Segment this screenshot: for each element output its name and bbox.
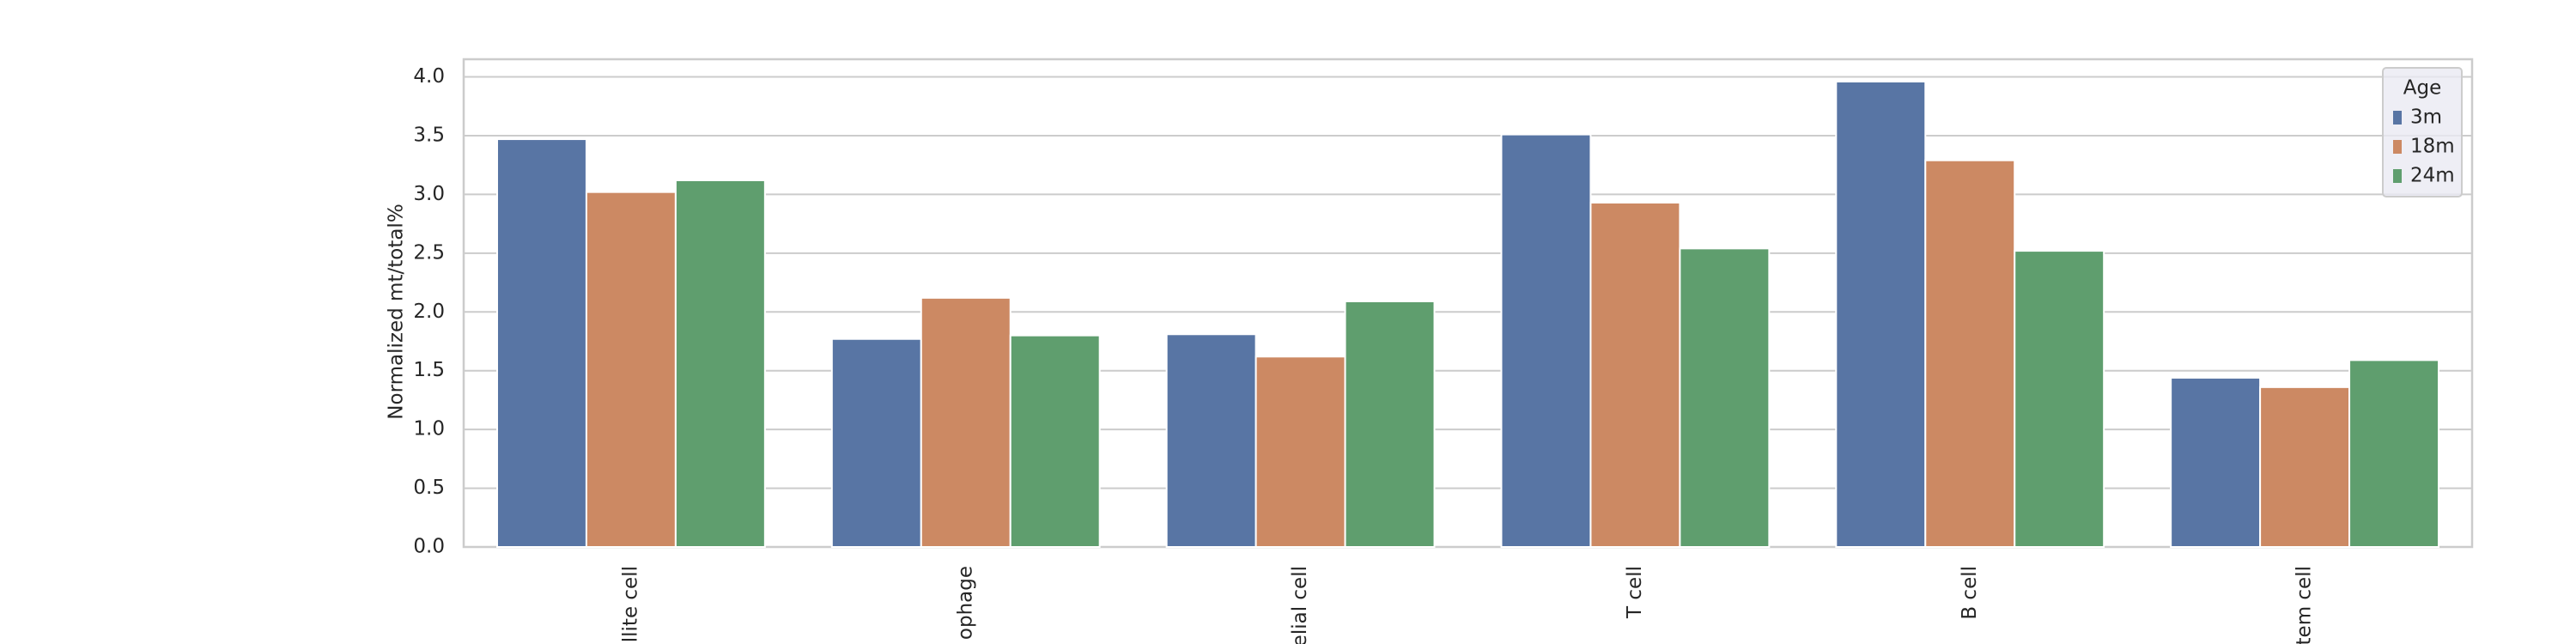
bar bbox=[1255, 355, 1346, 548]
x-tick-label: ophage bbox=[954, 566, 976, 640]
y-tick-label: 2.0 bbox=[413, 301, 445, 323]
bar bbox=[1165, 333, 1257, 548]
bar bbox=[920, 296, 1012, 548]
y-tick-label: 3.0 bbox=[413, 183, 445, 205]
x-tick-label: T cell bbox=[1624, 566, 1646, 619]
legend-box bbox=[2382, 67, 2463, 197]
x-tick-label: B cell bbox=[1959, 566, 1981, 620]
bar bbox=[1679, 247, 1771, 548]
plot-area bbox=[462, 58, 2474, 549]
bar bbox=[585, 191, 677, 548]
y-tick-label: 1.0 bbox=[413, 418, 445, 440]
bar bbox=[1500, 133, 1592, 548]
bar bbox=[2014, 250, 2105, 548]
legend-title: Age bbox=[2403, 77, 2441, 100]
y-tick-label: 2.5 bbox=[413, 241, 445, 264]
y-tick-label: 0.5 bbox=[413, 477, 445, 499]
x-tick-label: llite cell bbox=[619, 566, 641, 642]
bar bbox=[830, 337, 922, 548]
bar bbox=[1344, 300, 1436, 548]
y-tick-label: 0.0 bbox=[413, 536, 445, 558]
legend-label: 18m bbox=[2410, 136, 2455, 158]
bar bbox=[2170, 376, 2262, 549]
y-tick-label: 3.5 bbox=[413, 124, 445, 146]
legend-swatch bbox=[2393, 140, 2402, 154]
bar bbox=[1835, 81, 1927, 548]
legend-swatch bbox=[2393, 111, 2402, 125]
bar bbox=[1589, 201, 1681, 549]
x-tick-label: elial cell bbox=[1289, 566, 1311, 644]
y-tick-label: 4.0 bbox=[413, 65, 445, 88]
bar bbox=[1009, 334, 1101, 548]
bar bbox=[674, 179, 766, 549]
x-tick-label: tem cell bbox=[2293, 566, 2316, 644]
y-axis-label: Normalized mt/total% bbox=[386, 204, 408, 419]
bar bbox=[2348, 359, 2440, 549]
bar bbox=[1924, 159, 2016, 548]
bar bbox=[2259, 386, 2351, 548]
legend-label: 3m bbox=[2410, 106, 2442, 129]
y-tick-label: 1.5 bbox=[413, 359, 445, 381]
legend-swatch bbox=[2393, 169, 2402, 183]
bar bbox=[495, 138, 587, 548]
legend-label: 24m bbox=[2410, 165, 2455, 187]
